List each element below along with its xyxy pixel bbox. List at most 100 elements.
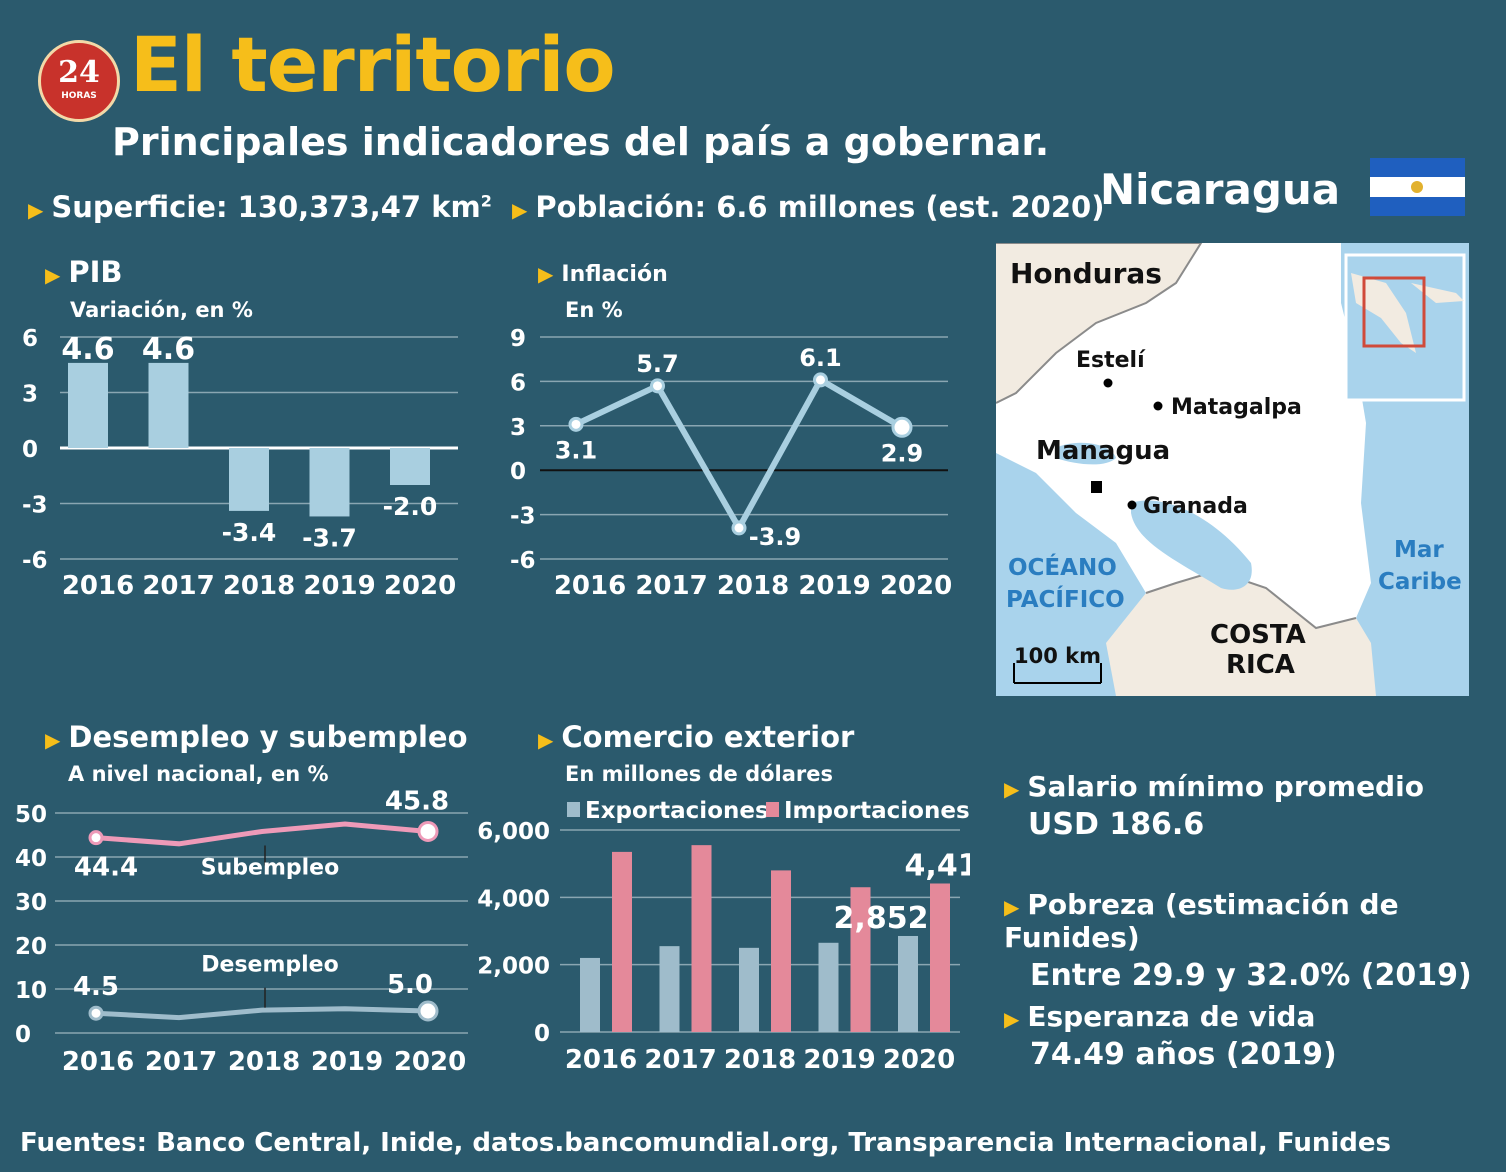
import-bar — [850, 887, 871, 1032]
surface-stat: ▶ Superficie: 130,373,47 km2 — [28, 190, 492, 224]
bullet-icon: ▶ — [1004, 777, 1020, 801]
map-label-ocean-1: OCÉANO — [1008, 553, 1117, 581]
poverty-label: Pobreza (estimación de Funides) — [1004, 888, 1399, 954]
y-tick-label: 40 — [15, 846, 47, 872]
unemployment-value-label: 45.8 — [385, 786, 449, 816]
trade-chart: 6,000 4,000 2,000 0 Exportaciones Importacion… — [477, 798, 970, 1075]
bullet-icon: ▶ — [538, 262, 554, 286]
export-bar — [739, 947, 759, 1032]
map-label-managua: Managua — [1036, 436, 1170, 466]
pib-bar — [309, 448, 350, 517]
bullet-icon: ▶ — [45, 263, 61, 287]
inflation-chart: 9 6 3 0 -3 -6 3.1 2016 5.7 2017 -3.9 2018 6.1 2019 2.9… — [510, 326, 952, 601]
y-tick-label: 10 — [15, 978, 47, 1004]
x-tick-label: 2019 — [798, 571, 870, 601]
export-bar — [898, 935, 918, 1032]
sources: Fuentes: Banco Central, Inide, datos.ban… — [20, 1128, 1391, 1158]
x-tick-label: 2020 — [883, 1045, 955, 1075]
x-tick-label: 2017 — [145, 1047, 217, 1077]
poverty-label-row: ▶ Pobreza (estimación de Funides) — [1004, 888, 1506, 954]
pib-title-text: PIB — [68, 255, 123, 289]
inflation-value-label: 2.9 — [881, 439, 924, 467]
bullet-icon: ▶ — [512, 198, 528, 222]
page-subtitle: Principales indicadores del país a gober… — [112, 120, 1050, 164]
y-tick-label: -6 — [22, 548, 48, 574]
page-title: El territorio — [130, 20, 616, 109]
y-tick-label: 6 — [22, 326, 38, 352]
y-tick-label: 0 — [534, 1021, 550, 1047]
y-tick-label: 9 — [510, 326, 526, 352]
legend-swatch — [567, 802, 580, 817]
y-tick-label: 0 — [22, 437, 38, 463]
y-tick-label: 0 — [510, 459, 526, 485]
pib-bar — [390, 448, 430, 485]
import-bar — [691, 845, 712, 1032]
bullet-icon: ▶ — [1004, 895, 1020, 919]
inflation-title-text: Inflación — [561, 262, 668, 287]
bullet-icon: ▶ — [28, 198, 44, 222]
bullet-icon: ▶ — [1004, 1007, 1020, 1031]
map-scale-label: 100 km — [1014, 644, 1101, 668]
unemployment-line — [95, 1006, 429, 1021]
x-tick-label: 2019 — [303, 571, 375, 601]
x-tick-label: 2020 — [394, 1047, 466, 1077]
y-tick-label: 0 — [15, 1022, 31, 1048]
x-tick-label: 2018 — [717, 571, 789, 601]
x-tick-label: 2017 — [644, 1045, 716, 1075]
x-tick-label: 2018 — [228, 1047, 300, 1077]
nicaragua-flag-icon — [1370, 158, 1465, 216]
y-tick-label: 50 — [15, 802, 47, 828]
poverty-value: Entre 29.9 y 32.0% (2019) — [1030, 958, 1472, 993]
poverty-block: ▶ Pobreza (estimación de Funides) Entre 2… — [1004, 888, 1506, 993]
map-label-matagalpa: Matagalpa — [1171, 395, 1302, 420]
pib-bar — [68, 362, 108, 448]
y-tick-label: 6,000 — [477, 819, 550, 845]
unemployment-value-label: 5.0 — [387, 970, 433, 1000]
unemployment-point — [417, 820, 439, 842]
y-tick-label: -3 — [22, 493, 48, 519]
import-bar — [612, 851, 632, 1032]
map: Honduras Estelí Matagalpa Managua Granad… — [996, 243, 1469, 696]
y-tick-label: 3 — [22, 382, 38, 408]
unemployment-point — [88, 1005, 104, 1021]
pib-chart: 6 3 0 -3 -6 4.6 2016 4.6 2017 -3.4 2018-3.7 2019 -2.… — [22, 326, 458, 601]
map-label-sea-2: Caribe — [1378, 569, 1462, 595]
import-bar — [930, 883, 950, 1032]
y-tick-label: 20 — [15, 934, 47, 960]
inflation-point — [568, 416, 584, 432]
x-tick-label: 2016 — [565, 1045, 637, 1075]
pib-subtitle: Variación, en % — [70, 298, 253, 322]
salary-value: USD 186.6 — [1028, 807, 1205, 842]
series-name-label: Desempleo — [201, 952, 338, 977]
salary-label-row: ▶ Salario mínimo promedio — [1004, 770, 1424, 803]
unemployment-title: ▶ Desempleo y subempleo — [45, 720, 468, 754]
map-label-honduras: Honduras — [1010, 257, 1162, 290]
y-tick-label: 30 — [15, 890, 47, 916]
trade-title-text: Comercio exterior — [561, 720, 855, 754]
inflation-subtitle: En % — [565, 298, 623, 322]
x-tick-label: 2016 — [62, 1047, 134, 1077]
inflation-value-label: 6.1 — [799, 344, 842, 372]
inflation-value-label: -3.9 — [749, 523, 801, 551]
inflation-value-label: 5.7 — [636, 350, 679, 378]
trade-subtitle: En millones de dólares — [565, 762, 834, 786]
x-tick-label: 2020 — [880, 571, 952, 601]
pib-bar — [229, 448, 269, 511]
export-bar — [580, 957, 600, 1032]
map-label-granada: Granada — [1143, 494, 1248, 519]
inflation-point — [731, 520, 747, 536]
y-tick-label: 2,000 — [477, 954, 550, 980]
export-bar — [818, 942, 839, 1032]
unemployment-line — [95, 821, 429, 847]
unemployment-value-label: 44.4 — [74, 853, 138, 883]
x-tick-label: 2016 — [554, 571, 626, 601]
inflation-point — [650, 378, 665, 394]
unemployment-value-label: 4.5 — [73, 972, 119, 1002]
map-label-costa-1: COSTA — [1210, 620, 1306, 650]
legend-label: Exportaciones — [585, 798, 769, 824]
map-label-costa-2: RICA — [1226, 650, 1295, 680]
y-tick-label: 3 — [510, 415, 526, 441]
legend-label: Importaciones — [784, 798, 970, 824]
x-tick-label: 2016 — [62, 571, 134, 601]
map-label-esteli: Estelí — [1076, 348, 1146, 373]
